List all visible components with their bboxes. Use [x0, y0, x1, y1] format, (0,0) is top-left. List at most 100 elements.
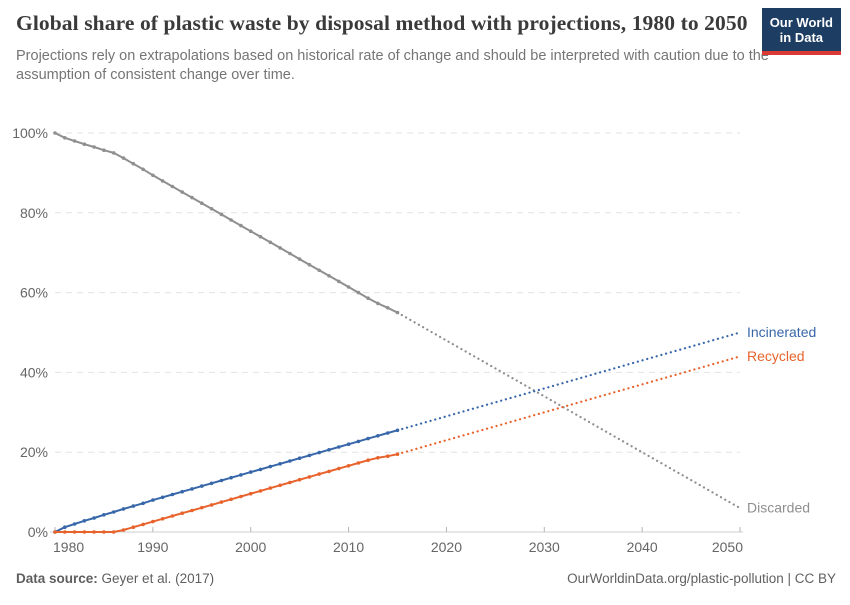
series-discarded-marker[interactable] [190, 195, 194, 200]
series-incinerated-marker[interactable] [102, 513, 106, 517]
series-recycled-marker[interactable] [248, 491, 253, 496]
series-recycled-marker[interactable] [258, 489, 263, 493]
series-incinerated-marker[interactable] [92, 516, 96, 520]
series-incinerated-marker[interactable] [385, 431, 390, 435]
series-discarded-marker[interactable] [356, 290, 361, 295]
series-label-incinerated[interactable]: Incinerated [747, 324, 816, 340]
series-incinerated-marker[interactable] [268, 464, 273, 469]
series-incinerated-marker[interactable] [317, 450, 322, 455]
series-incinerated-marker[interactable] [200, 484, 204, 488]
series-discarded-marker[interactable] [327, 274, 331, 278]
series-discarded-marker[interactable] [297, 257, 302, 261]
series-incinerated-marker[interactable] [219, 478, 224, 483]
series-discarded-marker[interactable] [111, 151, 116, 155]
series-recycled-marker[interactable] [53, 530, 57, 534]
series-recycled-marker[interactable] [92, 530, 96, 534]
series-recycled-marker[interactable] [239, 494, 243, 499]
series-incinerated-marker[interactable] [111, 510, 116, 514]
series-discarded-marker[interactable] [82, 142, 87, 146]
series-incinerated-marker[interactable] [337, 445, 341, 449]
series-recycled-marker[interactable] [376, 456, 380, 460]
owid-logo[interactable]: Our World in Data [761, 8, 841, 55]
series-discarded-marker[interactable] [385, 306, 390, 310]
series-incinerated-historical-line[interactable] [54, 429, 398, 533]
series-incinerated-projection-line[interactable] [396, 331, 742, 432]
series-incinerated-marker[interactable] [82, 519, 87, 523]
series-incinerated-marker[interactable] [288, 459, 292, 463]
series-incinerated-marker[interactable] [258, 467, 263, 472]
series-discarded-marker[interactable] [248, 229, 253, 233]
series-discarded-marker[interactable] [151, 173, 155, 178]
series-discarded-marker[interactable] [258, 234, 263, 239]
series-incinerated-marker[interactable] [356, 439, 361, 444]
series-recycled-historical-line[interactable] [55, 453, 398, 533]
series-discarded-marker[interactable] [200, 201, 204, 205]
series-discarded-marker[interactable] [131, 161, 136, 166]
series-discarded-marker[interactable] [239, 223, 243, 228]
series-discarded-marker[interactable] [102, 148, 106, 152]
series-recycled-marker[interactable] [356, 461, 361, 465]
series-recycled-marker[interactable] [72, 530, 77, 534]
series-incinerated-marker[interactable] [121, 507, 126, 511]
series-incinerated-marker[interactable] [366, 436, 370, 441]
series-discarded-marker[interactable] [229, 218, 233, 222]
series-discarded-marker[interactable] [121, 156, 126, 160]
series-incinerated-marker[interactable] [229, 475, 233, 480]
series-recycled-marker[interactable] [297, 477, 302, 482]
series-recycled-marker[interactable] [268, 486, 273, 490]
series-incinerated-marker[interactable] [151, 498, 155, 502]
series-incinerated-marker[interactable] [170, 492, 175, 497]
series-incinerated-marker[interactable] [376, 434, 380, 438]
series-recycled-marker[interactable] [82, 530, 87, 534]
series-incinerated-marker[interactable] [327, 448, 331, 452]
series-discarded-marker[interactable] [376, 301, 380, 306]
series-recycled-projection-line[interactable] [396, 355, 742, 456]
series-incinerated-marker[interactable] [297, 456, 302, 461]
series-incinerated-marker[interactable] [307, 453, 312, 458]
series-recycled-marker[interactable] [278, 483, 282, 488]
series-recycled-marker[interactable] [131, 525, 136, 529]
series-recycled-marker[interactable] [209, 503, 214, 507]
series-discarded-marker[interactable] [160, 179, 165, 183]
series-recycled-marker[interactable] [385, 454, 390, 459]
series-discarded-marker[interactable] [346, 285, 351, 289]
series-discarded-marker[interactable] [141, 167, 145, 172]
series-recycled-marker[interactable] [121, 528, 126, 532]
series-discarded-projection-line[interactable] [396, 311, 742, 510]
series-recycled-marker[interactable] [111, 530, 116, 534]
series-recycled-marker[interactable] [141, 522, 145, 527]
series-recycled-marker[interactable] [200, 505, 204, 510]
series-recycled-marker[interactable] [180, 511, 184, 515]
series-incinerated-marker[interactable] [72, 522, 77, 526]
series-incinerated-marker[interactable] [248, 470, 253, 474]
series-recycled-marker[interactable] [288, 480, 292, 485]
series-recycled-marker[interactable] [102, 530, 106, 534]
series-recycled-marker[interactable] [337, 466, 341, 471]
series-discarded-marker[interactable] [209, 207, 214, 211]
series-incinerated-marker[interactable] [190, 487, 194, 491]
series-discarded-marker[interactable] [53, 131, 57, 135]
series-discarded-historical-line[interactable] [54, 132, 398, 314]
series-discarded-marker[interactable] [268, 240, 273, 245]
series-discarded-marker[interactable] [337, 279, 341, 284]
series-incinerated-marker[interactable] [346, 442, 351, 447]
series-recycled-marker[interactable] [307, 475, 312, 479]
series-incinerated-marker[interactable] [141, 501, 145, 506]
series-recycled-marker[interactable] [366, 458, 370, 463]
series-recycled-marker[interactable] [160, 517, 165, 521]
series-incinerated-marker[interactable] [160, 495, 165, 500]
series-discarded-marker[interactable] [170, 184, 175, 189]
series-incinerated-marker[interactable] [209, 481, 214, 486]
series-recycled-marker[interactable] [170, 514, 175, 518]
series-discarded-marker[interactable] [366, 296, 370, 301]
series-recycled-marker[interactable] [317, 472, 322, 476]
series-discarded-marker[interactable] [219, 212, 224, 217]
series-discarded-marker[interactable] [72, 139, 77, 143]
footer-link[interactable]: OurWorldinData.org/plastic-pollution | C… [567, 571, 836, 586]
series-discarded-marker[interactable] [180, 190, 184, 194]
series-incinerated-marker[interactable] [63, 525, 67, 529]
series-discarded-marker[interactable] [288, 251, 292, 256]
series-discarded-marker[interactable] [278, 246, 282, 250]
